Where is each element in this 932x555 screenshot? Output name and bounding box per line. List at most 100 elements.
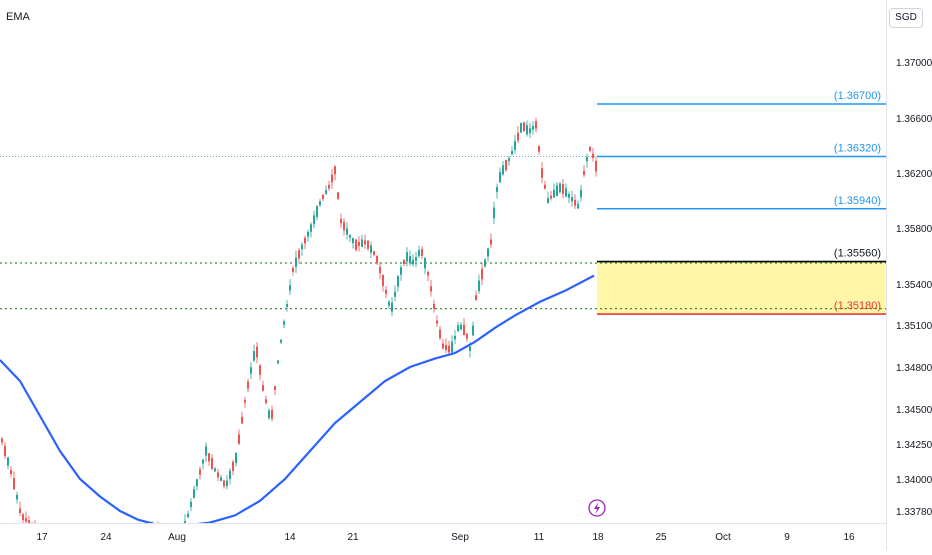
candle-body (307, 232, 309, 237)
candle-body (349, 234, 351, 238)
x-tick-label: 18 (592, 532, 604, 543)
candle-body (202, 459, 204, 464)
candle-body (124, 537, 126, 540)
candle (481, 262, 483, 286)
candle-body (490, 239, 492, 245)
currency-button[interactable]: SGD (889, 8, 923, 28)
candle-body (55, 538, 57, 546)
candle-body (589, 146, 591, 151)
candle (415, 251, 417, 268)
candle (202, 459, 204, 470)
candle (430, 279, 432, 297)
candle (85, 544, 87, 550)
candle-body (523, 122, 525, 132)
candle-body (304, 237, 306, 244)
candle (97, 545, 99, 550)
candle-body (427, 271, 429, 276)
candle (214, 466, 216, 473)
y-tick-label: 1.34500 (896, 405, 932, 416)
candle-body (403, 259, 405, 265)
candle-body (226, 480, 228, 487)
x-tick-label: Sep (451, 532, 469, 543)
candle (409, 250, 411, 266)
y-tick-label: 1.34250 (896, 440, 932, 451)
candle (280, 339, 282, 345)
candle (7, 456, 9, 470)
candle (52, 534, 54, 550)
candle-body (463, 324, 465, 336)
candle-body (73, 547, 75, 550)
candle (313, 210, 315, 229)
candle (400, 264, 402, 281)
candle-body (49, 536, 51, 542)
candle-body (340, 218, 342, 224)
lightning-icon (594, 502, 600, 514)
candle-body (7, 457, 9, 466)
candle-body (328, 184, 330, 189)
candle (550, 190, 552, 201)
candle (529, 122, 531, 139)
candle-body (10, 469, 12, 475)
candle (352, 237, 354, 249)
candle-body (52, 536, 54, 545)
level-label: (1.35180) (834, 300, 881, 312)
candle (436, 315, 438, 328)
candle (145, 522, 147, 523)
candle (394, 285, 396, 302)
candle-body (214, 468, 216, 472)
candle (562, 179, 564, 199)
candle (310, 222, 312, 238)
candle-body (544, 184, 546, 189)
candle (424, 257, 426, 275)
candle-body (469, 346, 471, 351)
candle-body (190, 501, 192, 507)
candle-body (538, 146, 540, 152)
y-tick-label: 1.35100 (896, 321, 932, 332)
candle (130, 531, 132, 545)
candle (520, 122, 522, 133)
candle (532, 120, 534, 135)
candle-body (376, 255, 378, 264)
candle (583, 165, 585, 178)
candle (19, 501, 21, 517)
candle (16, 491, 18, 504)
candle (235, 452, 237, 467)
candle-body (94, 546, 96, 550)
candle-body (193, 489, 195, 498)
indicator-label[interactable]: EMA (6, 11, 30, 23)
candle (127, 531, 129, 549)
candle-body (454, 335, 456, 340)
candle-body (196, 479, 198, 487)
candle-body (130, 532, 132, 542)
candle-body (325, 190, 327, 194)
candle-body (508, 158, 510, 162)
candle-body (64, 541, 66, 550)
candle (586, 153, 588, 168)
candle (238, 429, 240, 446)
candle-body (112, 539, 114, 548)
level-label: (1.35560) (834, 248, 881, 260)
candle-body (577, 203, 579, 209)
candle-body (322, 195, 324, 200)
candle-body (211, 458, 213, 469)
candle-body (313, 215, 315, 225)
candle-body (106, 542, 108, 550)
candle-body (205, 446, 207, 456)
candle (439, 325, 441, 340)
candle-body (532, 126, 534, 130)
candle (346, 222, 348, 240)
candle (493, 201, 495, 225)
candle (283, 319, 285, 329)
candle (187, 510, 189, 519)
candle (133, 532, 135, 542)
candle (289, 279, 291, 296)
candle (325, 185, 327, 195)
candle (382, 274, 384, 292)
candle-body (421, 249, 423, 256)
candle (499, 167, 501, 183)
candle (343, 218, 345, 236)
y-tick-label: 1.34000 (896, 475, 932, 486)
candle (49, 533, 51, 543)
